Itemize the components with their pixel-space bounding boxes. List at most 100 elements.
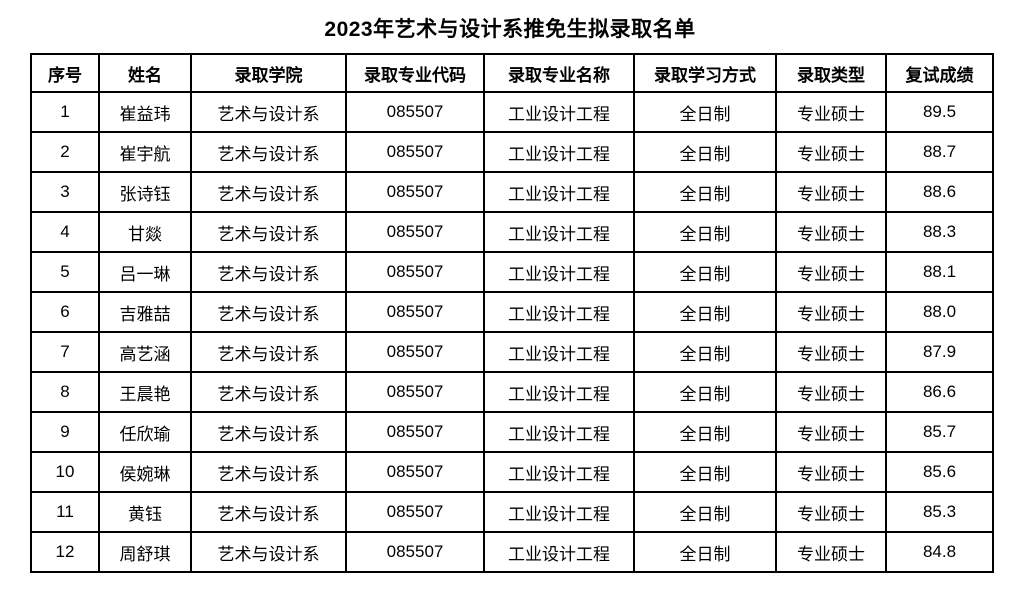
table-cell: 88.7 (885, 131, 994, 173)
header-name: 姓名 (98, 53, 192, 93)
table-cell: 88.0 (885, 291, 994, 333)
table-cell: 吕一琳 (98, 251, 192, 293)
table-row: 6 吉雅喆 艺术与设计系 085507 工业设计工程 全日制 专业硕士 88.0 (30, 291, 994, 333)
table-cell: 全日制 (633, 251, 777, 293)
table-cell: 11 (30, 491, 100, 533)
table-row: 11 黄钰 艺术与设计系 085507 工业设计工程 全日制 专业硕士 85.3 (30, 491, 994, 533)
table-row: 9 任欣瑜 艺术与设计系 085507 工业设计工程 全日制 专业硕士 85.7 (30, 411, 994, 453)
table-cell: 9 (30, 411, 100, 453)
table-cell: 工业设计工程 (483, 371, 635, 413)
table-cell: 艺术与设计系 (190, 211, 347, 253)
table-row: 2 崔宇航 艺术与设计系 085507 工业设计工程 全日制 专业硕士 88.7 (30, 131, 994, 173)
table-cell: 甘燚 (98, 211, 192, 253)
table-cell: 085507 (345, 251, 485, 293)
table-cell: 工业设计工程 (483, 251, 635, 293)
table-cell: 工业设计工程 (483, 451, 635, 493)
table-cell: 专业硕士 (775, 91, 887, 133)
table-row: 7 高艺涵 艺术与设计系 085507 工业设计工程 全日制 专业硕士 87.9 (30, 331, 994, 373)
header-study-mode: 录取学习方式 (633, 53, 777, 93)
table-cell: 3 (30, 171, 100, 213)
table-cell: 工业设计工程 (483, 531, 635, 573)
table-cell: 艺术与设计系 (190, 451, 347, 493)
table-cell: 专业硕士 (775, 451, 887, 493)
table-row: 8 王晨艳 艺术与设计系 085507 工业设计工程 全日制 专业硕士 86.6 (30, 371, 994, 413)
header-retest-score: 复试成绩 (885, 53, 994, 93)
table-cell: 87.9 (885, 331, 994, 373)
table-row: 1 崔益玮 艺术与设计系 085507 工业设计工程 全日制 专业硕士 89.5 (30, 91, 994, 133)
table-cell: 全日制 (633, 531, 777, 573)
table-cell: 崔益玮 (98, 91, 192, 133)
table-cell: 6 (30, 291, 100, 333)
table-cell: 工业设计工程 (483, 131, 635, 173)
table-cell: 黄钰 (98, 491, 192, 533)
table-cell: 专业硕士 (775, 291, 887, 333)
table-cell: 085507 (345, 491, 485, 533)
table-cell: 085507 (345, 171, 485, 213)
table-row: 12 周舒琪 艺术与设计系 085507 工业设计工程 全日制 专业硕士 84.8 (30, 531, 994, 573)
table-cell: 工业设计工程 (483, 291, 635, 333)
table-cell: 85.3 (885, 491, 994, 533)
table-cell: 10 (30, 451, 100, 493)
table-cell: 任欣瑜 (98, 411, 192, 453)
table-cell: 全日制 (633, 91, 777, 133)
table-cell: 085507 (345, 91, 485, 133)
table-cell: 7 (30, 331, 100, 373)
table-cell: 085507 (345, 411, 485, 453)
table-cell: 8 (30, 371, 100, 413)
table-cell: 专业硕士 (775, 531, 887, 573)
table-cell: 崔宇航 (98, 131, 192, 173)
table-cell: 吉雅喆 (98, 291, 192, 333)
table-cell: 085507 (345, 331, 485, 373)
table-row: 5 吕一琳 艺术与设计系 085507 工业设计工程 全日制 专业硕士 88.1 (30, 251, 994, 293)
table-cell: 专业硕士 (775, 371, 887, 413)
table-cell: 全日制 (633, 451, 777, 493)
table-header-row: 序号 姓名 录取学院 录取专业代码 录取专业名称 录取学习方式 录取类型 复试成… (30, 53, 994, 93)
table-cell: 工业设计工程 (483, 331, 635, 373)
table-cell: 085507 (345, 131, 485, 173)
header-major-code: 录取专业代码 (345, 53, 485, 93)
table-cell: 专业硕士 (775, 171, 887, 213)
table-cell: 88.3 (885, 211, 994, 253)
header-major-name: 录取专业名称 (483, 53, 635, 93)
table-cell: 88.1 (885, 251, 994, 293)
table-body: 1 崔益玮 艺术与设计系 085507 工业设计工程 全日制 专业硕士 89.5 2 崔宇航 艺术与… (30, 91, 994, 573)
table-cell: 88.6 (885, 171, 994, 213)
table-cell: 高艺涵 (98, 331, 192, 373)
table-cell: 86.6 (885, 371, 994, 413)
table-cell: 5 (30, 251, 100, 293)
table-cell: 全日制 (633, 491, 777, 533)
table-cell: 张诗钰 (98, 171, 192, 213)
table-cell: 艺术与设计系 (190, 251, 347, 293)
table-cell: 2 (30, 131, 100, 173)
table-cell: 85.6 (885, 451, 994, 493)
table-cell: 全日制 (633, 411, 777, 453)
table-cell: 1 (30, 91, 100, 133)
table-cell: 艺术与设计系 (190, 291, 347, 333)
table-cell: 工业设计工程 (483, 491, 635, 533)
table-row: 10 侯婉琳 艺术与设计系 085507 工业设计工程 全日制 专业硕士 85.6 (30, 451, 994, 493)
table-cell: 专业硕士 (775, 411, 887, 453)
table-cell: 全日制 (633, 371, 777, 413)
table-cell: 84.8 (885, 531, 994, 573)
table-cell: 艺术与设计系 (190, 131, 347, 173)
table-cell: 艺术与设计系 (190, 411, 347, 453)
table-cell: 周舒琪 (98, 531, 192, 573)
table-cell: 艺术与设计系 (190, 331, 347, 373)
table-cell: 全日制 (633, 211, 777, 253)
header-admission-type: 录取类型 (775, 53, 887, 93)
table-cell: 85.7 (885, 411, 994, 453)
table-cell: 4 (30, 211, 100, 253)
table-cell: 085507 (345, 451, 485, 493)
table-cell: 085507 (345, 291, 485, 333)
table-cell: 王晨艳 (98, 371, 192, 413)
table-row: 3 张诗钰 艺术与设计系 085507 工业设计工程 全日制 专业硕士 88.6 (30, 171, 994, 213)
header-serial-number: 序号 (30, 53, 100, 93)
table-cell: 工业设计工程 (483, 171, 635, 213)
table-cell: 89.5 (885, 91, 994, 133)
table-cell: 专业硕士 (775, 331, 887, 373)
table-cell: 艺术与设计系 (190, 171, 347, 213)
page-title: 2023年艺术与设计系推免生拟录取名单 (324, 18, 696, 41)
table-cell: 艺术与设计系 (190, 531, 347, 573)
table-cell: 工业设计工程 (483, 411, 635, 453)
admission-table: 序号 姓名 录取学院 录取专业代码 录取专业名称 录取学习方式 录取类型 复试成… (30, 53, 994, 573)
